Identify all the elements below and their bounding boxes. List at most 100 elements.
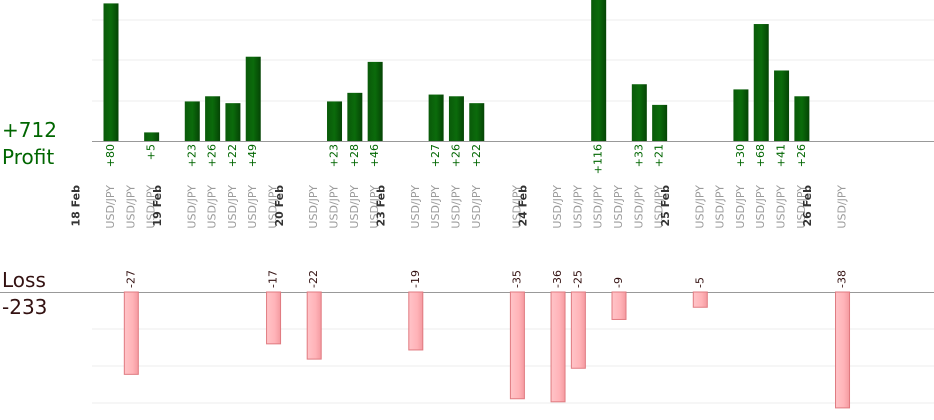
loss-bar: [509, 291, 525, 400]
profit-bar: [753, 24, 769, 141]
profit-value-label: +22: [226, 144, 239, 167]
date-label: 20 Feb: [273, 185, 286, 227]
profit-value-label: +23: [328, 144, 341, 167]
profit-bar: [774, 70, 790, 141]
profit-value-label: +80: [104, 144, 117, 167]
symbol-label: USD/JPY: [571, 185, 584, 229]
symbol-label: USD/JPY: [551, 185, 564, 229]
symbol-label: USD/JPY: [836, 185, 849, 229]
profit-value-label: +28: [348, 144, 361, 167]
symbol-label: USD/JPY: [409, 185, 422, 229]
profit-bar: [184, 101, 200, 141]
profit-value-label: +41: [775, 144, 788, 167]
date-label: 18 Feb: [70, 185, 83, 227]
profit-bar: [428, 94, 444, 141]
symbol-label: USD/JPY: [470, 185, 483, 229]
loss-bar: [306, 291, 322, 360]
symbol-label: USD/JPY: [612, 185, 625, 229]
symbol-label: USD/JPY: [246, 185, 259, 229]
symbol-label: USD/JPY: [104, 185, 117, 229]
symbol-label: USD/JPY: [653, 185, 666, 229]
profit-bar: [367, 61, 383, 141]
symbol-label: USD/JPY: [185, 185, 198, 229]
symbol-label: USD/JPY: [693, 185, 706, 229]
profit-value-label: +49: [246, 144, 259, 167]
axis-labels: 18 Feb USD/JPY USD/JPY USD/JPY 19 Feb USD/JPY…: [70, 185, 849, 229]
profit-value-label: +27: [429, 144, 442, 167]
profit-bar: [327, 101, 343, 141]
symbol-label: USD/JPY: [348, 185, 361, 229]
loss-bar: [570, 291, 586, 369]
symbol-label: USD/JPY: [775, 185, 788, 229]
date-label: 19 Feb: [151, 185, 164, 227]
loss-bar: [835, 291, 851, 409]
loss-value-label: -5: [693, 277, 706, 288]
profit-bar: [794, 96, 810, 141]
loss-bar: [692, 291, 708, 308]
profit-value-label: +22: [470, 144, 483, 167]
profit-bar: [652, 104, 668, 141]
loss-bar: [123, 291, 139, 375]
profit-value-label: +46: [368, 144, 381, 167]
symbol-label: USD/JPY: [714, 185, 727, 229]
profit-bar: [448, 96, 464, 141]
profit-total: +712: [2, 118, 57, 142]
profit-value-label: +26: [206, 144, 219, 167]
profit-bar: [144, 132, 160, 141]
loss-bar: [408, 291, 424, 351]
symbol-label: USD/JPY: [429, 185, 442, 229]
symbol-label: USD/JPY: [754, 185, 767, 229]
loss-bar: [611, 291, 627, 320]
profit-bar: [245, 56, 261, 141]
symbol-label: USD/JPY: [734, 185, 747, 229]
symbol-label: USD/JPY: [449, 185, 462, 229]
loss-value-label: -36: [551, 270, 564, 288]
symbol-label: USD/JPY: [632, 185, 645, 229]
bars: [103, 0, 851, 409]
symbol-label: USD/JPY: [267, 185, 280, 229]
profit-bar: [733, 89, 749, 141]
date-label: 25 Feb: [659, 185, 672, 227]
loss-bar: [266, 291, 282, 345]
date-label: 23 Feb: [374, 185, 387, 227]
profit-bar: [469, 103, 485, 141]
profit-bar: [225, 103, 241, 141]
loss-value-label: -38: [836, 270, 849, 288]
loss-label: Loss: [2, 268, 46, 292]
symbol-label: USD/JPY: [795, 185, 808, 229]
loss-value-label: -22: [307, 270, 320, 288]
profit-value-label: +68: [754, 144, 767, 167]
symbol-label: USD/JPY: [368, 185, 381, 229]
loss-value-label: -35: [510, 270, 523, 288]
profit-value-label: +33: [632, 144, 645, 167]
loss-value-label: -27: [124, 270, 137, 288]
profit-bar: [631, 84, 647, 141]
profit-value-label: +5: [145, 144, 158, 160]
symbol-label: USD/JPY: [145, 185, 158, 229]
loss-value-label: -9: [612, 277, 625, 288]
loss-value-label: -19: [409, 270, 422, 288]
date-label: 24 Feb: [517, 185, 530, 227]
profit-bar: [347, 92, 363, 141]
symbol-label: USD/JPY: [328, 185, 341, 229]
profit-label: Profit: [2, 145, 54, 169]
symbol-label: USD/JPY: [226, 185, 239, 229]
symbol-label: USD/JPY: [592, 185, 605, 229]
profit-value-label: +21: [653, 144, 666, 167]
profit-bar: [205, 96, 221, 141]
symbol-label: USD/JPY: [124, 185, 137, 229]
profit-value-label: +26: [449, 144, 462, 167]
bar-labels: +80 -27 +5 +23 +26 +22 +49 -17 -22 +23 +28 +46 -19 +2…: [104, 144, 849, 288]
date-label: 26 Feb: [801, 185, 814, 227]
loss-value-label: -17: [267, 270, 280, 288]
profit-value-label: +26: [795, 144, 808, 167]
profit-value-label: +23: [185, 144, 198, 167]
symbol-label: USD/JPY: [307, 185, 320, 229]
loss-total: -233: [2, 295, 47, 319]
profit-value-label: +116: [592, 144, 605, 174]
profit-value-label: +30: [734, 144, 747, 167]
profit-bar: [103, 3, 119, 142]
symbol-label: USD/JPY: [206, 185, 219, 229]
loss-value-label: -25: [571, 270, 584, 288]
